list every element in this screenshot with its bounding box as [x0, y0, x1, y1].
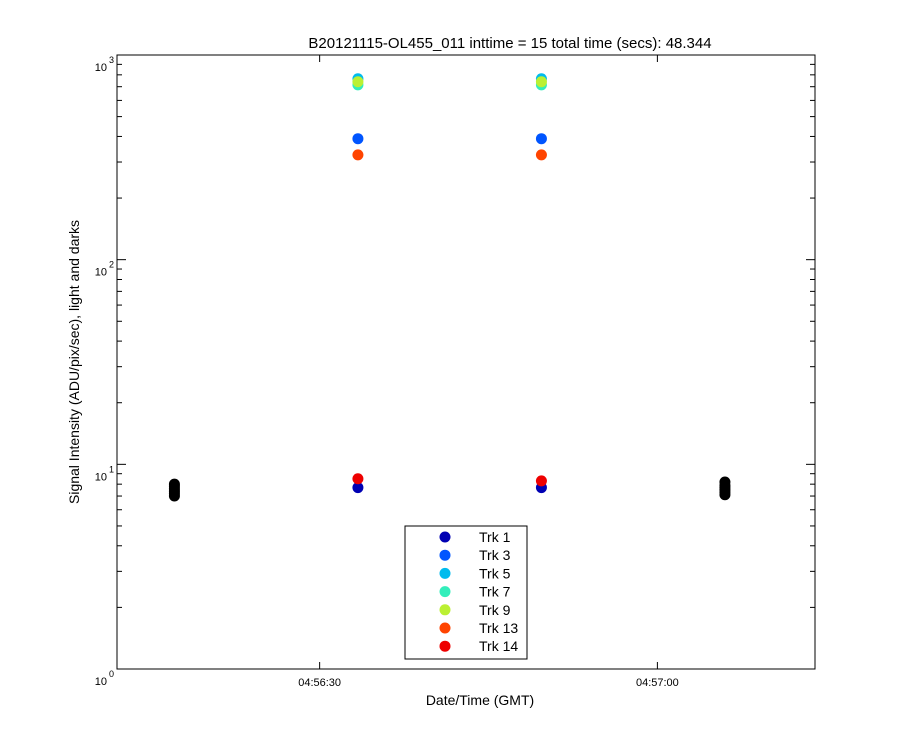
legend-label-trk-14: Trk 14: [479, 638, 518, 654]
dark-point: [168, 478, 180, 490]
data-points: [168, 73, 731, 502]
legend-box: [404, 525, 528, 660]
dark-point: [719, 476, 731, 488]
legend-label-trk-7: Trk 7: [479, 584, 511, 600]
point-trk-1: [352, 482, 364, 494]
y-axis-label: Signal Intensity (ADU/pix/sec), light an…: [66, 220, 82, 504]
legend-marker-trk-14: [439, 640, 451, 652]
legend-label-trk-9: Trk 9: [479, 602, 511, 618]
y-tick-label: 10: [95, 62, 107, 74]
point-trk-13: [352, 149, 364, 161]
legend-label-trk-1: Trk 1: [479, 529, 511, 545]
point-trk-9: [352, 76, 364, 88]
legend-marker-trk-1: [439, 531, 451, 543]
chart-title: B20121115-OL455_011 inttime = 15 total t…: [308, 35, 711, 52]
legend-marker-trk-3: [439, 549, 451, 561]
legend-marker-trk-9: [439, 604, 451, 616]
y-tick-label: 10: [95, 471, 107, 483]
y-tick-label: 10: [95, 676, 107, 688]
legend-marker-trk-5: [439, 567, 451, 579]
point-trk-3: [352, 133, 364, 145]
y-tick-exponent: 0: [109, 669, 114, 679]
legend: Trk 1 Trk 3 Trk 5 Trk 7 Trk 9 Trk 13 Trk 14: [404, 525, 528, 660]
x-tick-label: 04:57:00: [636, 677, 679, 689]
y-tick-exponent: 1: [109, 464, 114, 474]
y-tick-label: 10: [95, 267, 107, 279]
legend-label-trk-13: Trk 13: [479, 620, 518, 636]
point-trk-14: [352, 473, 364, 485]
legend-label-trk-3: Trk 3: [479, 547, 511, 563]
point-trk-3: [535, 133, 547, 145]
point-trk-13: [535, 149, 547, 161]
x-tick-label: 04:56:30: [298, 677, 341, 689]
point-trk-9: [535, 76, 547, 88]
x-axis-label: Date/Time (GMT): [426, 692, 534, 708]
legend-label-trk-5: Trk 5: [479, 565, 511, 581]
legend-marker-trk-7: [439, 586, 451, 598]
y-tick-exponent: 2: [109, 260, 114, 270]
point-trk-14: [535, 475, 547, 487]
y-tick-exponent: 3: [109, 55, 114, 65]
legend-marker-trk-13: [439, 622, 451, 634]
